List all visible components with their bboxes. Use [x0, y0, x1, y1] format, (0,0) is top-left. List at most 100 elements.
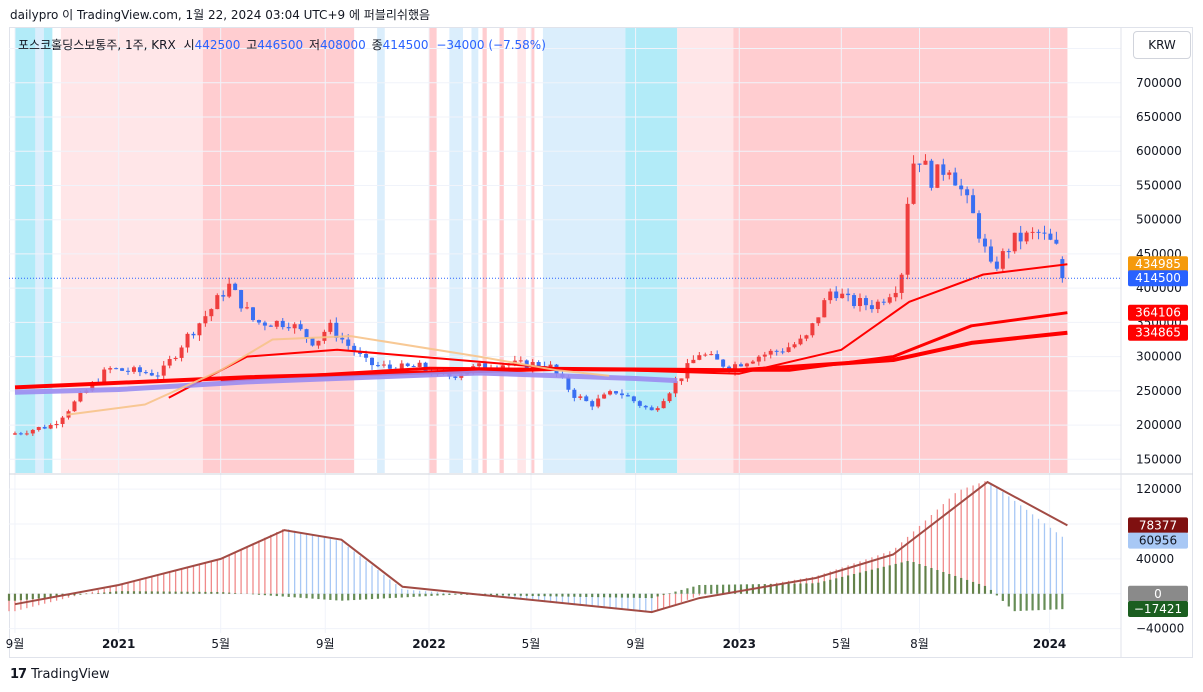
candle-body — [399, 363, 404, 374]
candle-body — [375, 365, 380, 367]
candle-body — [90, 382, 95, 391]
moving-average-line — [14, 370, 678, 395]
candle-body — [48, 425, 53, 429]
candle-body — [417, 362, 422, 368]
background-band — [677, 28, 734, 473]
candle-body — [42, 427, 47, 429]
candle-body — [941, 164, 946, 175]
time-tick-label: 2024 — [1033, 637, 1066, 651]
price-tick-label: 550000 — [1136, 178, 1182, 192]
candle-body — [625, 395, 630, 397]
candle-body — [72, 401, 77, 412]
candle-body — [655, 408, 660, 411]
candle-body — [661, 401, 666, 409]
candle-body — [1030, 231, 1035, 233]
price-label: 334865 — [1135, 326, 1181, 340]
candle-body — [102, 369, 107, 383]
change-value: −34000 (−7.58%) — [436, 38, 546, 52]
candle-body — [977, 213, 982, 239]
candle-body — [899, 274, 904, 293]
candle-body — [971, 195, 976, 214]
candle-body — [405, 363, 410, 367]
candle-body — [54, 423, 59, 426]
price-label: 364106 — [1135, 306, 1181, 320]
candle-body — [185, 333, 190, 348]
candle-body — [346, 339, 351, 346]
time-axis-ticks: 9월 2021 5월 9월 2022 5월 9월 2023 5월 8월 2024 — [6, 637, 1067, 651]
candle-body — [1000, 251, 1005, 269]
candle-body — [286, 327, 291, 329]
candle-body — [483, 363, 488, 369]
candle-body — [780, 351, 785, 353]
price-tick-label: 250000 — [1136, 384, 1182, 398]
candle-body — [822, 300, 827, 318]
macd-value-label-bg — [1128, 532, 1188, 549]
candle-body — [1048, 233, 1053, 240]
candle-body — [572, 389, 577, 398]
candle-body — [477, 363, 482, 367]
time-tick-label: 5월 — [522, 637, 541, 651]
moving-averages — [14, 263, 1068, 416]
candle-body — [673, 381, 678, 394]
candle-body — [792, 344, 797, 348]
candle-body — [1024, 232, 1029, 242]
open-value: 442500 — [194, 38, 241, 52]
background-band — [449, 28, 463, 473]
price-tick-label: 700000 — [1136, 76, 1182, 90]
candle-body — [137, 367, 142, 373]
candle-body — [756, 356, 761, 362]
candle-body — [697, 355, 702, 360]
time-tick-label: 5월 — [211, 637, 230, 651]
price-label-bg — [1128, 304, 1188, 321]
candle-body — [893, 292, 898, 298]
candle-body — [423, 362, 428, 371]
price-tick-label: 150000 — [1136, 452, 1182, 466]
candle-body — [36, 427, 41, 430]
candle-body — [947, 172, 952, 175]
price-tick-label: 500000 — [1136, 213, 1182, 227]
candle-body — [596, 398, 601, 407]
macd-tick-label: 120000 — [1136, 482, 1182, 496]
candle-body — [24, 433, 29, 435]
candle-body — [881, 301, 886, 303]
candle-body — [637, 401, 642, 406]
candle-body — [250, 307, 255, 321]
background-band — [482, 28, 487, 473]
footer-brand[interactable]: TradingView — [31, 667, 110, 682]
candle-body — [233, 283, 238, 291]
candle-body — [209, 309, 214, 317]
candle-body — [929, 160, 934, 188]
candle-body — [994, 261, 999, 269]
moving-average-line — [14, 330, 1068, 390]
high-label: 고 — [246, 38, 258, 52]
candle-body — [953, 172, 958, 186]
candle-body — [715, 354, 720, 360]
candle-body — [292, 324, 297, 329]
candle-body — [316, 340, 321, 346]
price-label: 414500 — [1135, 271, 1181, 285]
candle-body — [733, 364, 738, 372]
candle-body — [750, 361, 755, 364]
candle-body — [649, 407, 654, 411]
candle-body — [536, 362, 541, 367]
time-tick-label: 2021 — [102, 637, 135, 651]
candle-body — [566, 377, 571, 390]
candle-body — [762, 354, 767, 357]
candle-body — [245, 307, 250, 309]
candle-body — [173, 357, 178, 360]
candle-body — [262, 322, 267, 326]
candle-body — [155, 375, 160, 377]
currency-button[interactable]: KRW — [1133, 31, 1191, 59]
candle-body — [786, 347, 791, 353]
candle-body — [840, 293, 845, 299]
background-band — [733, 28, 1068, 473]
candle-body — [30, 429, 35, 434]
candle-body — [411, 366, 416, 368]
macd-value-label-bg — [1128, 585, 1188, 602]
candle-body — [643, 405, 648, 408]
candle-body — [709, 354, 714, 356]
candle-body — [816, 317, 821, 324]
background-band — [202, 28, 355, 473]
